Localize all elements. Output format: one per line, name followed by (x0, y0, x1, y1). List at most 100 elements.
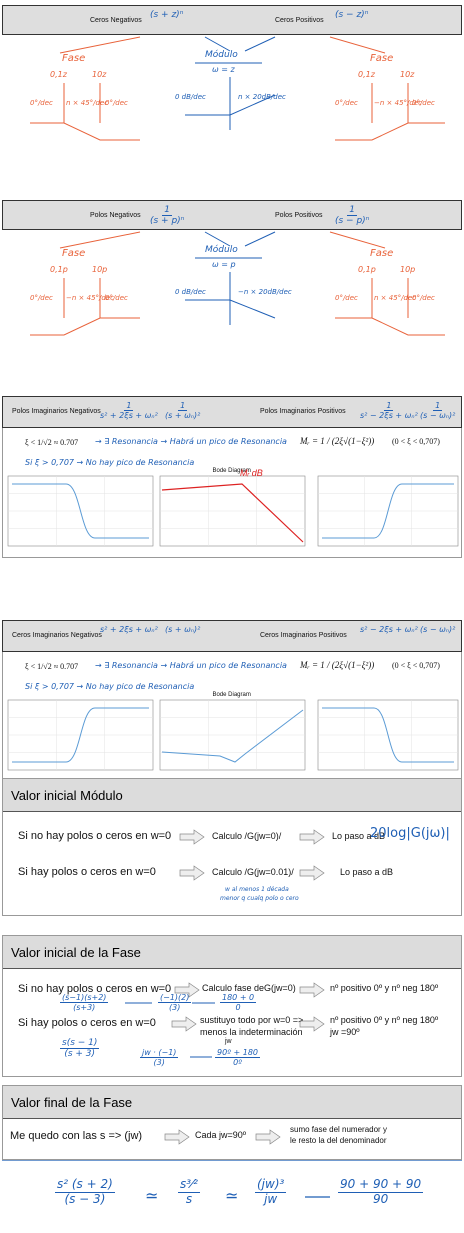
condition: ξ < 1/√2 ≈ 0.707 (25, 662, 79, 671)
denominator: (s − p)ⁿ (335, 216, 370, 227)
cell: Si no hay polos o ceros en w=0 (18, 830, 172, 842)
formula-range: (0 < ξ < 0,707) (392, 437, 440, 446)
numerator: (jw)³ (255, 1177, 287, 1193)
cell: nº positivo 0º y nº neg 180º (330, 983, 439, 993)
denominator: (s + p)ⁿ (150, 216, 185, 227)
slope: n × 45°/dec (374, 294, 417, 302)
stroke (329, 231, 386, 249)
right-approx: 1 (s − ωₙ)² (420, 401, 455, 420)
right-label: Polos Imaginarios Positivos (260, 408, 346, 415)
right-expr-fraction: 1 (s − p)ⁿ (335, 205, 369, 227)
slope: 0°/dec (30, 99, 53, 107)
freq: 10p (92, 265, 108, 274)
phase-title: Fase (370, 248, 394, 259)
numerator: 90º + 180 (215, 1048, 261, 1059)
example: jw · (−1) (3) (140, 1048, 179, 1067)
cell: Calculo /G(jw=0.01)/ (212, 867, 294, 877)
slope: 0°/dec (105, 294, 128, 302)
left-label: Polos Imaginarios Negativos (12, 408, 101, 415)
right-label: Ceros Imaginarios Positivos (260, 632, 347, 639)
right-label: Ceros Positivos (275, 17, 324, 24)
cell: Si hay polos o ceros en w=0 (18, 866, 156, 878)
slope: −n × 45°/dec (374, 99, 422, 107)
slope: n × 20dB/dec (238, 93, 286, 101)
denominator: 0º (233, 1058, 242, 1068)
equation-fraction: s² (s + 2) (s − 3) (55, 1177, 115, 1207)
freq: 10p (400, 265, 416, 274)
equation: 90 + 90 + 90 90 (338, 1177, 424, 1207)
denominator: jw (264, 1191, 278, 1206)
equation: (jw)³ jw (255, 1177, 287, 1207)
header-bar (2, 200, 462, 230)
stroke (335, 317, 445, 336)
left-expr: 1 s² + 2ξs + ωₙ² (100, 401, 158, 420)
numerator: 1 (433, 401, 443, 412)
cell: Lo paso a dB (340, 867, 394, 877)
numerator: jw · (−1) (140, 1048, 179, 1059)
equation: s³⁄² s (178, 1177, 200, 1207)
slope: 0°/dec (105, 99, 128, 107)
example-fraction: jw · (−1) (3) (140, 1048, 179, 1067)
numerator: (−1)(2) (158, 993, 192, 1004)
condition: Si ξ > 0,707 → No hay pico de Resonancia (25, 682, 195, 691)
right-approx: (s − ωₙ)² (420, 625, 456, 634)
condition: Si ξ > 0,707 → No hay pico de Resonancia (25, 458, 195, 467)
cell: Si hay polos o ceros en w=0 (18, 1017, 156, 1029)
left-approx-fraction: 1 (s + ωₙ)² (165, 401, 200, 420)
freq: ω = p (212, 260, 236, 269)
example-fraction: (−1)(2) (3) (158, 993, 192, 1012)
numerator: 1 (178, 401, 188, 412)
cell: Lo paso a dB (332, 831, 386, 841)
slope: 0°/dec (412, 99, 435, 107)
left-approx: (s + ωₙ)² (165, 625, 201, 634)
slope: 0 dB/dec (175, 288, 206, 296)
freq: 10z (400, 70, 415, 79)
cell: le resto la del denominador (290, 1136, 387, 1145)
left-expr: 1 (s + p)ⁿ (150, 205, 184, 227)
phase-title: Fase (370, 53, 394, 64)
stroke (185, 94, 276, 116)
denominator: s (185, 1191, 193, 1206)
stroke (244, 231, 276, 247)
denominator: 0 (235, 1003, 241, 1013)
formula-range: (0 < ξ < 0,707) (392, 661, 440, 670)
left-expr-fraction: 1 s² + 2ξs + ωₙ² (100, 401, 158, 420)
cell: Me quedo con las s => (jw) (10, 1130, 143, 1142)
example-fraction: 90º + 180 0º (215, 1048, 261, 1068)
right-expr: (s − z)ⁿ (335, 10, 369, 20)
cell: nº positivo 0º y nº neg 180º (330, 1015, 439, 1025)
arrow-icon (299, 1016, 325, 1032)
cell: Si no hay polos o ceros en w=0 (18, 983, 172, 995)
arrow-icon (299, 829, 325, 845)
module-title: Módulo (205, 50, 238, 60)
numerator: s(s − 1) (60, 1038, 100, 1050)
numerator: 1 (384, 401, 394, 412)
stroke (244, 36, 276, 52)
slope: 0 dB/dec (175, 93, 206, 101)
numerator: s³⁄² (178, 1177, 200, 1193)
equation-fraction: 90 + 90 + 90 90 (338, 1177, 424, 1207)
right-expr: 1 s² − 2ξs + ωₙ² (360, 401, 418, 420)
stroke (204, 231, 231, 247)
stroke (161, 709, 304, 763)
numerator: 90 + 90 + 90 (338, 1177, 424, 1193)
example: 90º + 180 0º (215, 1048, 261, 1068)
section-frame (2, 778, 462, 916)
arrow-icon (164, 1129, 190, 1145)
header-bar (2, 5, 462, 35)
example: (−1)(2) (3) (158, 993, 192, 1012)
approx-sign: ≃ (145, 1188, 158, 1205)
slope: −n × 20dB/dec (238, 288, 292, 296)
cell: sumo fase del numerador y (290, 1125, 387, 1134)
left-expr: s² + 2ξs + ωₙ² (100, 625, 158, 634)
note: 20log|G(jω)| (370, 826, 450, 841)
hand-note: menor q cualq polo o cero (220, 895, 299, 902)
arrow-icon (179, 865, 205, 881)
annotation: Mᵣ dB (240, 468, 263, 478)
stroke (59, 231, 141, 249)
module-title: Módulo (205, 245, 238, 255)
phase-curve (322, 483, 454, 539)
numerator: 1 (347, 205, 357, 217)
numerator: (s−1)(s+2) (60, 993, 109, 1004)
